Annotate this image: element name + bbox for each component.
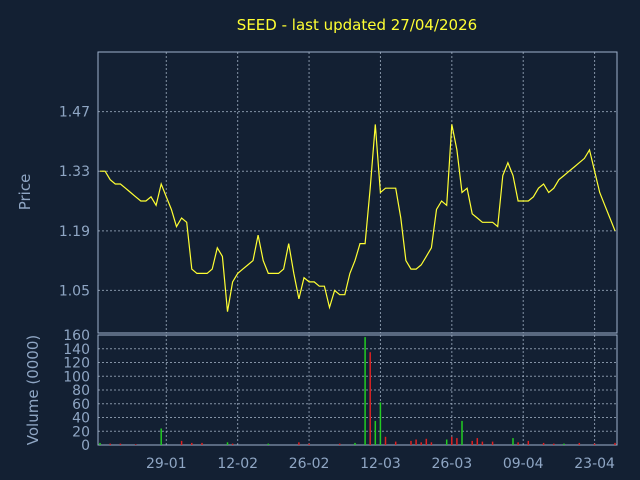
volume-y-tick-label: 140 <box>63 342 90 358</box>
date-x-ticks: 29-01 12-02 26-02 12-03 26-03 09-04 23-04 <box>146 456 615 472</box>
price-y-tick-label: 1.33 <box>59 164 90 180</box>
price-axis-label: Price <box>16 174 34 211</box>
volume-y-tick-label: 100 <box>63 369 90 385</box>
price-line <box>100 124 616 312</box>
x-tick-label: 12-03 <box>360 456 401 472</box>
price-y-tick-label: 1.19 <box>59 224 90 240</box>
price-panel: 1.05 1.19 1.33 1.47 Price <box>16 51 618 334</box>
volume-bars <box>99 337 616 445</box>
price-y-ticks: 1.05 1.19 1.33 1.47 <box>59 105 90 300</box>
x-tick-label: 12-02 <box>217 456 258 472</box>
price-y-tick-label: 1.47 <box>59 105 90 121</box>
price-y-tick-label: 1.05 <box>59 283 90 299</box>
x-tick-label: 26-03 <box>431 456 472 472</box>
volume-y-tick-label: 120 <box>63 356 90 372</box>
volume-y-tick-label: 60 <box>72 397 90 413</box>
x-tick-label: 09-04 <box>503 456 544 472</box>
volume-y-tick-label: 40 <box>72 411 90 427</box>
volume-y-tick-label: 160 <box>63 328 90 344</box>
volume-y-tick-label: 80 <box>72 383 90 399</box>
x-tick-label: 23-04 <box>574 456 615 472</box>
volume-axis-label: Volume (0000) <box>24 335 42 445</box>
volume-grid <box>98 335 617 445</box>
price-grid <box>98 52 617 333</box>
volume-y-tick-label: 0 <box>81 438 90 454</box>
price-plot-frame <box>97 51 618 334</box>
x-tick-label: 26-02 <box>289 456 330 472</box>
volume-y-tick-label: 20 <box>72 424 90 440</box>
x-tick-label: 29-01 <box>146 456 187 472</box>
chart-title: SEED - last updated 27/04/2026 <box>237 16 477 34</box>
